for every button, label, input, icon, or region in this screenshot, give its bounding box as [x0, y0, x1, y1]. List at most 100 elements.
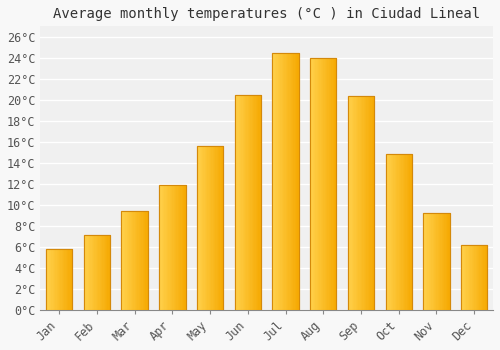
- Bar: [134, 211, 136, 310]
- Bar: [398, 154, 400, 310]
- Bar: [242, 94, 244, 310]
- Bar: [70, 249, 71, 310]
- Bar: [365, 96, 366, 310]
- Bar: [54, 249, 55, 310]
- Bar: [84, 235, 110, 310]
- Bar: [461, 245, 462, 310]
- Bar: [275, 52, 276, 310]
- Bar: [159, 185, 186, 310]
- Bar: [252, 94, 253, 310]
- Bar: [142, 211, 144, 310]
- Bar: [179, 185, 180, 310]
- Bar: [278, 52, 279, 310]
- Bar: [435, 213, 436, 310]
- Bar: [162, 185, 163, 310]
- Bar: [477, 245, 478, 310]
- Bar: [52, 249, 54, 310]
- Bar: [108, 235, 109, 310]
- Bar: [159, 185, 186, 310]
- Bar: [335, 58, 336, 310]
- Bar: [46, 249, 72, 310]
- Bar: [424, 213, 450, 310]
- Bar: [85, 235, 86, 310]
- Bar: [200, 146, 201, 310]
- Bar: [350, 96, 352, 310]
- Bar: [206, 146, 208, 310]
- Bar: [349, 96, 350, 310]
- Bar: [97, 235, 98, 310]
- Bar: [209, 146, 210, 310]
- Bar: [170, 185, 171, 310]
- Title: Average monthly temperatures (°C ) in Ciudad Lineal: Average monthly temperatures (°C ) in Ci…: [53, 7, 480, 21]
- Bar: [466, 245, 468, 310]
- Bar: [198, 146, 200, 310]
- Bar: [431, 213, 432, 310]
- Bar: [322, 58, 324, 310]
- Bar: [272, 52, 299, 310]
- Bar: [291, 52, 292, 310]
- Bar: [440, 213, 442, 310]
- Bar: [324, 58, 326, 310]
- Bar: [246, 94, 248, 310]
- Bar: [168, 185, 170, 310]
- Bar: [88, 235, 89, 310]
- Bar: [124, 211, 126, 310]
- Bar: [427, 213, 428, 310]
- Bar: [89, 235, 90, 310]
- Bar: [180, 185, 182, 310]
- Bar: [282, 52, 283, 310]
- Bar: [298, 52, 299, 310]
- Bar: [132, 211, 134, 310]
- Bar: [394, 154, 395, 310]
- Bar: [202, 146, 203, 310]
- Bar: [484, 245, 485, 310]
- Bar: [444, 213, 446, 310]
- Bar: [280, 52, 281, 310]
- Bar: [160, 185, 162, 310]
- Bar: [436, 213, 438, 310]
- Bar: [478, 245, 480, 310]
- Bar: [100, 235, 101, 310]
- Bar: [122, 211, 148, 310]
- Bar: [330, 58, 331, 310]
- Bar: [46, 249, 72, 310]
- Bar: [361, 96, 362, 310]
- Bar: [122, 211, 148, 310]
- Bar: [96, 235, 97, 310]
- Bar: [390, 154, 391, 310]
- Bar: [461, 245, 487, 310]
- Bar: [386, 154, 412, 310]
- Bar: [446, 213, 447, 310]
- Bar: [64, 249, 66, 310]
- Bar: [472, 245, 473, 310]
- Bar: [391, 154, 392, 310]
- Bar: [66, 249, 67, 310]
- Bar: [464, 245, 465, 310]
- Bar: [369, 96, 370, 310]
- Bar: [250, 94, 252, 310]
- Bar: [104, 235, 105, 310]
- Bar: [283, 52, 284, 310]
- Bar: [373, 96, 374, 310]
- Bar: [406, 154, 408, 310]
- Bar: [145, 211, 146, 310]
- Bar: [272, 52, 299, 310]
- Bar: [284, 52, 286, 310]
- Bar: [400, 154, 402, 310]
- Bar: [353, 96, 354, 310]
- Bar: [172, 185, 174, 310]
- Bar: [424, 213, 450, 310]
- Bar: [234, 94, 261, 310]
- Bar: [462, 245, 464, 310]
- Bar: [253, 94, 254, 310]
- Bar: [362, 96, 364, 310]
- Bar: [138, 211, 140, 310]
- Bar: [314, 58, 316, 310]
- Bar: [360, 96, 361, 310]
- Bar: [98, 235, 100, 310]
- Bar: [62, 249, 63, 310]
- Bar: [245, 94, 246, 310]
- Bar: [408, 154, 410, 310]
- Bar: [249, 94, 250, 310]
- Bar: [296, 52, 298, 310]
